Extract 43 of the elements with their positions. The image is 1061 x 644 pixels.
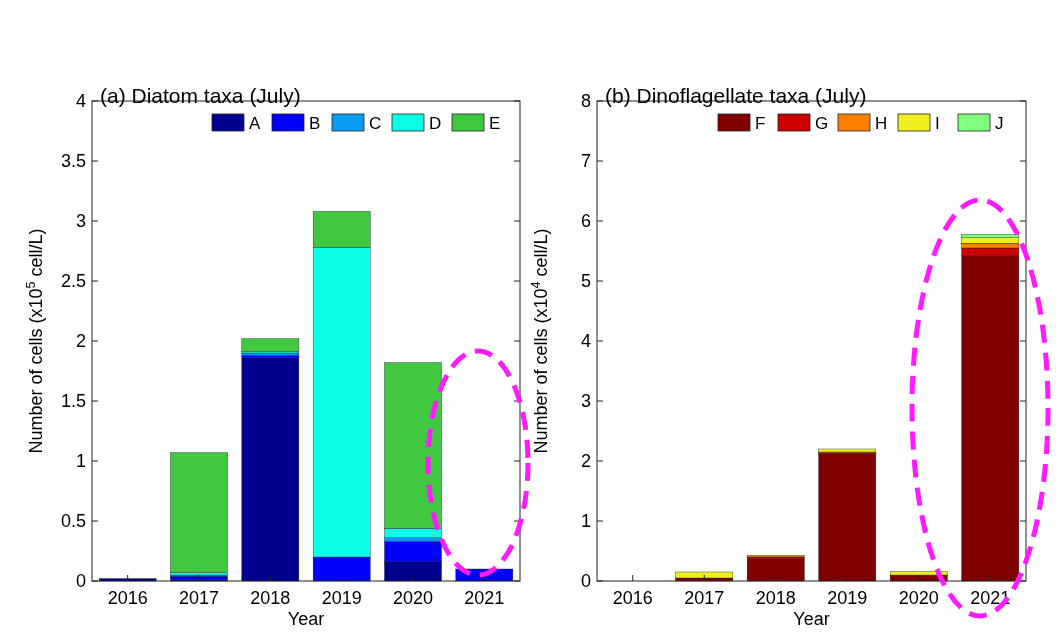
- x-tick-label: 2021: [464, 588, 505, 608]
- legend-label: H: [875, 114, 888, 133]
- x-tick-label: 2018: [250, 588, 291, 608]
- x-tick-label: 2016: [612, 588, 653, 608]
- chart-title: (b) Dinoflagellate taxa (July): [605, 84, 867, 107]
- x-tick-label: 2020: [392, 588, 434, 608]
- x-tick-label: 2017: [178, 588, 220, 608]
- x-tick-label: 2020: [898, 588, 939, 608]
- legend-label: B: [309, 114, 321, 133]
- y-tick-label: 2: [580, 451, 591, 472]
- y-tick-label: 0: [580, 571, 591, 592]
- x-axis-title: Year: [287, 609, 325, 629]
- legend-label: D: [429, 114, 442, 133]
- y-tick-label: 4: [75, 91, 86, 112]
- y-tick-label: 1: [580, 511, 591, 532]
- y-tick-label: 8: [580, 91, 591, 112]
- x-tick-label: 2017: [684, 588, 725, 608]
- legend-label: A: [249, 114, 261, 133]
- legend-label: F: [755, 114, 766, 133]
- y-tick-label: 1: [75, 451, 86, 472]
- y-tick-label: 2: [75, 331, 86, 352]
- legend-label: G: [815, 114, 829, 133]
- x-tick-label: 2018: [755, 588, 796, 608]
- legend-label: J: [995, 114, 1004, 133]
- x-axis-title: Year: [793, 609, 830, 629]
- y-tick-label: 3: [75, 211, 86, 232]
- y-tick-label: 3: [580, 391, 591, 412]
- legend-label: C: [369, 114, 382, 133]
- y-tick-label: 6: [580, 211, 591, 232]
- y-tick-label: 4: [580, 331, 591, 352]
- y-tick-label: 3.5: [60, 151, 86, 172]
- legend-label: I: [935, 114, 940, 133]
- x-tick-label: 2016: [107, 588, 148, 608]
- y-tick-label: 5: [580, 271, 591, 292]
- y-tick-label: 2.5: [60, 271, 86, 292]
- y-tick-label: 0: [75, 571, 86, 592]
- x-tick-label: 2019: [827, 588, 868, 608]
- x-tick-label: 2019: [321, 588, 362, 608]
- legend-label: E: [489, 114, 501, 133]
- y-tick-label: 0.5: [60, 511, 86, 532]
- y-tick-label: 1.5: [60, 391, 86, 412]
- chart-title: (a) Diatom taxa (July): [100, 84, 301, 107]
- y-tick-label: 7: [580, 151, 591, 172]
